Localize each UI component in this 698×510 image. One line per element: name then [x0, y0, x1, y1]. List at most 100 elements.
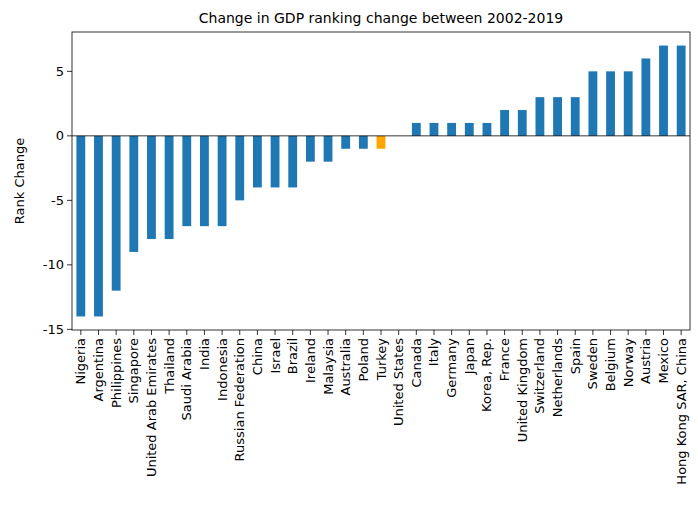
bar: [588, 71, 597, 136]
bar: [165, 136, 174, 239]
bar: [94, 136, 103, 317]
x-tick: [433, 330, 434, 335]
bar: [182, 136, 191, 226]
bar: [447, 123, 456, 136]
x-tick-label: Malaysia: [321, 338, 336, 395]
x-tick: [681, 330, 682, 335]
x-tick: [186, 330, 187, 335]
x-tick-label: Saudi Arabia: [179, 338, 194, 421]
x-tick: [610, 330, 611, 335]
x-tick: [116, 330, 117, 335]
y-tick-label: 0: [56, 128, 64, 143]
x-tick-label: Turkey: [374, 338, 389, 382]
x-tick-label: Russian Federation: [232, 338, 247, 461]
x-tick: [575, 330, 576, 335]
x-tick: [239, 330, 240, 335]
bar: [218, 136, 227, 226]
x-tick: [328, 330, 329, 335]
x-tick-label: Poland: [356, 338, 371, 381]
x-tick: [504, 330, 505, 335]
bar: [288, 136, 297, 188]
x-tick-label: Thailand: [162, 338, 177, 395]
x-tick-label: Mexico: [656, 338, 671, 383]
x-tick-label: Switzerland: [532, 338, 547, 414]
bar: [324, 136, 333, 162]
x-tick-label: Israel: [268, 338, 283, 374]
y-tick: [67, 200, 72, 201]
x-tick: [151, 330, 152, 335]
x-tick-label: Korea, Rep.: [479, 338, 494, 412]
bar: [518, 110, 527, 136]
x-tick-label: Nigeria: [73, 338, 88, 385]
bar: [624, 71, 633, 136]
bar: [677, 46, 686, 136]
x-tick: [257, 330, 258, 335]
x-tick: [98, 330, 99, 335]
x-tick-label: Argentina: [91, 338, 106, 401]
bar: [359, 136, 368, 149]
bar: [306, 136, 315, 162]
bar: [571, 97, 580, 136]
x-tick-label: India: [197, 338, 212, 370]
bars: [72, 46, 690, 317]
x-tick-label: Sweden: [585, 338, 600, 389]
x-tick: [398, 330, 399, 335]
x-tick-label: Ireland: [303, 338, 318, 383]
bar: [377, 136, 386, 149]
x-tick-label: Belgium: [603, 338, 618, 391]
x-tick-label: United States: [391, 338, 406, 426]
y-tick: [67, 71, 72, 72]
y-tick-label: -10: [43, 257, 64, 272]
x-tick-label: Hong Kong SAR, China: [674, 338, 689, 485]
x-tick: [363, 330, 364, 335]
bar: [430, 123, 439, 136]
x-tick: [275, 330, 276, 335]
x-tick-label: Italy: [426, 338, 441, 367]
bar: [641, 58, 650, 135]
bar: [606, 71, 615, 136]
x-tick-label: Austria: [638, 338, 653, 384]
x-tick-label: Brazil: [285, 338, 300, 374]
x-tick: [222, 330, 223, 335]
x-tick: [169, 330, 170, 335]
x-tick-label: Spain: [568, 338, 583, 374]
x-tick: [469, 330, 470, 335]
y-axis-label: Rank Change: [12, 138, 27, 224]
x-tick-label: Japan: [462, 338, 477, 375]
x-tick: [204, 330, 205, 335]
bar: [129, 136, 138, 252]
x-tick-label: Norway: [621, 338, 636, 388]
x-tick-label: United Arab Emirates: [144, 338, 159, 477]
x-tick-label: Singapore: [126, 338, 141, 404]
x-tick: [451, 330, 452, 335]
x-tick-label: Netherlands: [550, 338, 565, 417]
x-tick: [663, 330, 664, 335]
y-tick: [67, 135, 72, 136]
x-tick-label: Germany: [444, 338, 459, 398]
x-tick: [80, 330, 81, 335]
y-tick: [67, 329, 72, 330]
bar: [553, 97, 562, 136]
y-tick-label: -5: [51, 193, 64, 208]
x-tick: [416, 330, 417, 335]
bar: [412, 123, 421, 136]
x-tick: [592, 330, 593, 335]
y-tick-label: -15: [43, 322, 64, 337]
chart: -15-10-505NigeriaArgentinaPhilippinesSin…: [0, 0, 698, 510]
bar: [271, 136, 280, 188]
x-tick: [310, 330, 311, 335]
y-tick: [67, 264, 72, 265]
x-tick: [133, 330, 134, 335]
bar: [76, 136, 85, 317]
frame: [72, 32, 690, 330]
zero-line: [72, 135, 690, 136]
bar: [465, 123, 474, 136]
bar: [341, 136, 350, 149]
x-tick: [628, 330, 629, 335]
x-tick: [486, 330, 487, 335]
bar: [112, 136, 121, 291]
x-tick-label: China: [250, 338, 265, 375]
bar: [500, 110, 509, 136]
y-tick-label: 5: [56, 64, 64, 79]
x-tick: [292, 330, 293, 335]
